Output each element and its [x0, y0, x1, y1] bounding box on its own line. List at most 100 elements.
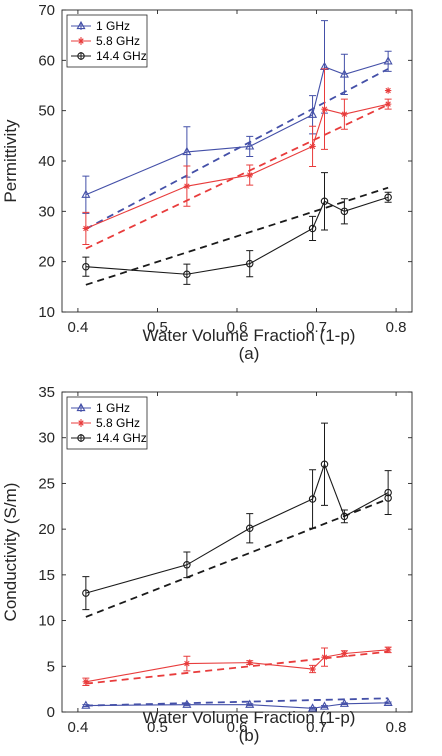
data-point: [183, 660, 191, 667]
y-tick-label: 60: [38, 52, 55, 69]
legend-marker: [77, 434, 85, 442]
y-tick-label: 0: [47, 704, 55, 721]
legend-label: 1 GHz: [96, 401, 130, 415]
caption: (a): [239, 344, 260, 363]
data-point: [384, 646, 392, 654]
data-point: [340, 207, 349, 216]
series-line: [85, 702, 389, 709]
y-tick-label: 15: [38, 567, 55, 584]
legend-marker: [76, 402, 86, 412]
data-point: [320, 460, 329, 468]
y-axis-label: Conductivity (S/m): [1, 483, 20, 622]
series-line: [85, 196, 389, 275]
legend-label: 5.8 GHz: [96, 34, 140, 48]
fit-line: [85, 498, 389, 618]
legend-marker: [77, 419, 85, 427]
legend-label: 1 GHz: [96, 19, 130, 33]
fit-line: [85, 650, 389, 685]
legend-label: 5.8 GHz: [96, 416, 140, 430]
data-point: [383, 56, 393, 65]
y-tick-label: 30: [38, 430, 55, 447]
y-tick-label: 10: [38, 613, 55, 630]
x-tick-label: 0.8: [386, 719, 407, 736]
data-point: [308, 109, 318, 118]
data-point: [321, 653, 328, 661]
data-point: [81, 700, 91, 709]
x-tick-label: 0.4: [67, 319, 88, 336]
x-tick-label: 0.7: [306, 719, 327, 736]
data-point: [82, 678, 90, 686]
series-line: [85, 462, 389, 594]
fit-line: [85, 103, 389, 250]
data-point: [339, 69, 349, 78]
data-point: [82, 225, 90, 232]
data-point: [383, 697, 393, 707]
extra-data-point: [384, 494, 392, 502]
data-point: [340, 512, 349, 521]
data-point: [319, 701, 330, 710]
x-tick-label: 0.5: [147, 719, 168, 736]
y-axis-label: Permittivity: [1, 119, 20, 203]
y-tick-label: 5: [47, 658, 55, 675]
x-axis-label: Water Volume Fraction (1-p): [143, 708, 356, 727]
legend-marker: [77, 37, 85, 45]
extra-data-point: [384, 87, 392, 94]
y-tick-label: 40: [38, 153, 55, 170]
y-tick-label: 20: [38, 521, 55, 538]
series-1-ghz: [81, 697, 393, 712]
data-point: [309, 665, 316, 673]
series-5-8-ghz: [82, 646, 392, 686]
data-point: [341, 650, 348, 657]
series-line: [85, 60, 389, 196]
series-5-8-ghz: [82, 68, 392, 250]
data-point: [245, 524, 254, 532]
conductivity-chart: 0.4 0.5 0.6 0.7 0.8 0 5 10 15 20 25 30 35 Water Volum…: [1, 384, 413, 745]
permittivity-chart: 0.4 0.5 0.6 0.7 0.8 10 20 30 40 50 60 70 Water Volum…: [1, 2, 413, 363]
caption: (b): [239, 726, 260, 745]
x-tick-label: 0.7: [306, 319, 327, 336]
error-bar: [82, 576, 90, 611]
data-point: [183, 561, 191, 569]
data-point: [308, 224, 317, 233]
y-tick-label: 20: [38, 254, 55, 271]
x-axis-label: Water Volume Fraction (1-p): [143, 326, 356, 345]
error-bar: [82, 256, 90, 277]
data-point: [341, 110, 348, 118]
y-tick-label: 10: [38, 304, 55, 321]
data-point: [339, 698, 349, 707]
fit-line: [85, 186, 389, 286]
data-point: [82, 589, 90, 597]
fit-line: [85, 68, 389, 230]
x-tick-label: 0.6: [227, 319, 248, 336]
y-tick-label: 70: [38, 2, 55, 19]
data-point: [384, 193, 392, 201]
legend-label: 14.4 GHz: [96, 49, 147, 63]
data-point: [81, 189, 91, 198]
data-point: [245, 141, 255, 150]
data-point: [384, 100, 392, 108]
data-point: [309, 143, 316, 150]
series-14-4-ghz: [82, 172, 392, 286]
data-point: [320, 197, 329, 206]
y-tick-label: 25: [38, 475, 55, 492]
data-point: [183, 270, 191, 278]
data-point: [183, 182, 191, 190]
data-point: [246, 659, 253, 666]
x-tick-label: 0.4: [67, 719, 88, 736]
x-tick-label: 0.8: [386, 319, 407, 336]
legend-marker: [76, 20, 86, 30]
data-point: [308, 495, 317, 503]
data-point: [245, 699, 255, 708]
fit-line: [85, 697, 389, 707]
y-tick-label: 35: [38, 384, 55, 401]
x-tick-label: 0.6: [227, 719, 248, 736]
x-tick-label: 0.5: [147, 319, 168, 336]
y-tick-label: 30: [38, 203, 55, 220]
data-point: [245, 259, 254, 268]
data-point: [308, 703, 318, 712]
series-14-4-ghz: [82, 422, 392, 618]
data-point: [246, 171, 253, 179]
y-tick-label: 50: [38, 103, 55, 120]
